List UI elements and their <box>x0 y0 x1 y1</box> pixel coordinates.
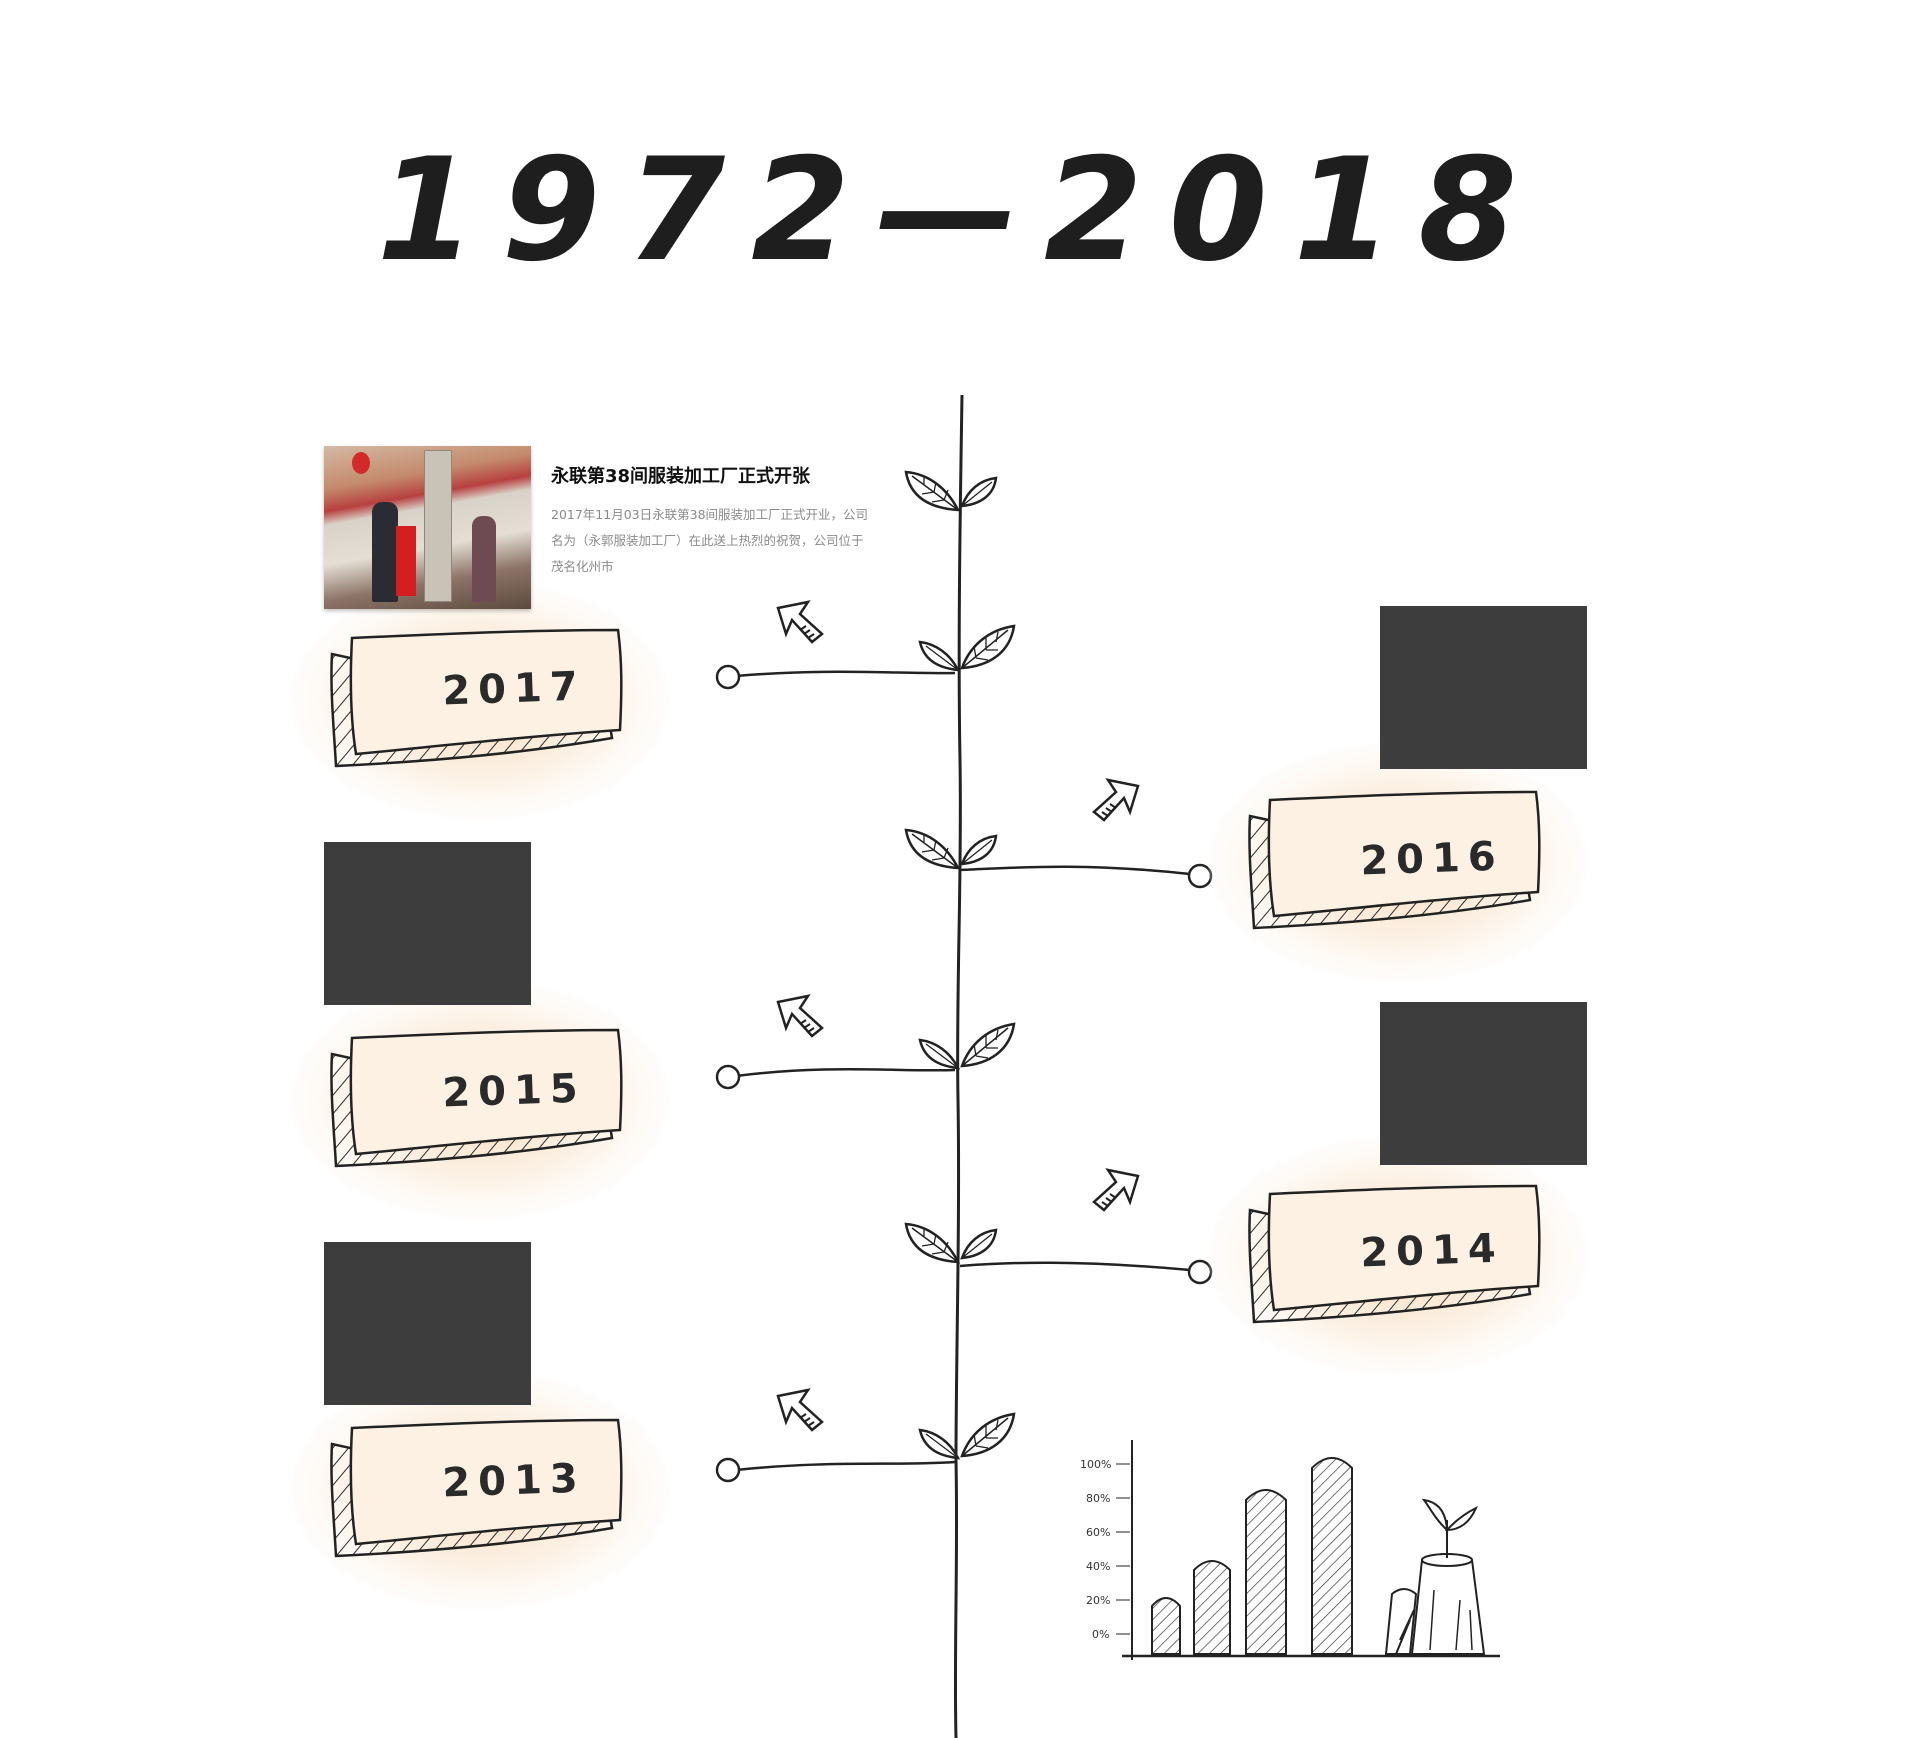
person-graphic <box>372 502 398 602</box>
growth-chart: 100% 80% 60% 40% 20% 0% <box>1080 1440 1500 1660</box>
svg-text:40%: 40% <box>1086 1560 1110 1573</box>
year-label-2014: 2014 <box>1359 1225 1505 1277</box>
svg-text:80%: 80% <box>1086 1492 1110 1505</box>
year-label-2013: 2013 <box>441 1455 587 1507</box>
page-title: 1972—2018 <box>376 128 1544 293</box>
svg-text:0%: 0% <box>1092 1628 1109 1641</box>
person-graphic <box>472 516 496 602</box>
photo-placeholder-2015 <box>324 842 531 1005</box>
year-label-2016: 2016 <box>1359 833 1505 885</box>
event-photo <box>324 446 531 609</box>
factory-sign-graphic <box>424 450 452 602</box>
svg-text:100%: 100% <box>1080 1458 1111 1471</box>
photo-placeholder-2013 <box>324 1242 531 1405</box>
event-description: 2017年11月03日永联第38间服装加工厂正式开业，公司名为（永郭服装加工厂）… <box>551 507 869 574</box>
photo-placeholder-2014 <box>1380 1002 1587 1165</box>
year-label-2017: 2017 <box>441 663 587 715</box>
year-label-2015: 2015 <box>441 1065 587 1117</box>
lantern-graphic <box>352 452 370 474</box>
svg-text:20%: 20% <box>1086 1594 1110 1607</box>
red-cloth-graphic <box>396 526 416 596</box>
svg-text:60%: 60% <box>1086 1526 1110 1539</box>
photo-placeholder-2016 <box>1380 606 1587 769</box>
event-heading: 永联第38间服装加工厂正式开张 <box>551 466 811 487</box>
